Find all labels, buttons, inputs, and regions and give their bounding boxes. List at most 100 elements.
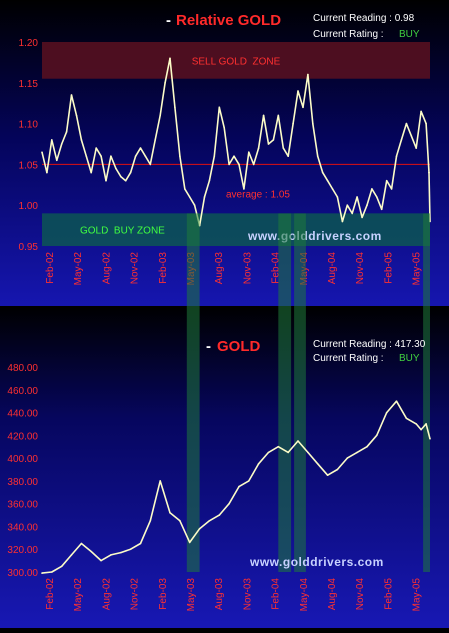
relative-gold-point [51,139,53,141]
gold-y-tick-label: 320.00 [7,545,38,556]
relative-gold-point [277,114,280,117]
gold-y-tick-label: 480.00 [7,363,38,374]
relative-gold-point [307,73,309,76]
gold-current-reading: Current Reading : 417.30 [313,339,426,350]
relative-gold-plot: 1.20 1.15 1.10 1.05 1.00 0.95 Feb-02 May-02 Aug… [19,38,431,285]
relative-gold-point [420,110,422,113]
gold-price-point [429,438,431,440]
gold-x-tick-label: Feb-03 [158,578,169,610]
gold-price-point [228,502,230,505]
gold-x-tick-label: Aug-02 [101,578,112,611]
gold-x-tick-label: Aug-03 [214,578,225,611]
relative-gold-point [90,171,92,174]
relative-gold-point [390,188,393,190]
relative-gold-point [208,179,211,182]
gold-x-tick-label: Nov-04 [355,578,366,611]
gold-x-tick-label: Feb-05 [383,578,394,610]
relative-gold-point [356,196,358,198]
relative-gold-point [380,208,383,211]
gold-price-point [267,451,270,454]
buy-signal-band [278,213,292,572]
relative-gold-point [85,155,88,157]
relative-gold-point [188,196,191,198]
relative-gold-point [376,196,378,198]
gold-price-point [110,554,112,556]
buy-zone-label: GOLD BUY ZONE [80,226,165,237]
gold-price-point [385,411,388,414]
relative-gold-point [312,122,314,125]
relative-y-tick-label: 1.10 [19,120,39,131]
relative-y-tick-label: 0.95 [19,242,39,253]
relative-current-rating-value: BUY [399,29,420,40]
gold-price-point [120,551,122,554]
gold-price-point [100,559,102,562]
gold-x-tick-label: May-02 [73,578,84,612]
gold-price-point [208,520,211,522]
gold-price-point [287,451,290,454]
gold-y-axis: 480.00 460.00 440.00 420.00 400.00 380.00 360.… [7,363,38,579]
gold-price-point [356,451,358,454]
gold-y-tick-label: 440.00 [7,409,38,420]
relative-gold-point [425,122,427,125]
relative-gold-point [129,171,132,174]
relative-gold-point [134,155,137,157]
relative-gold-point [228,163,230,166]
buy-signal-band [294,213,306,572]
gold-x-tick-label: May-04 [299,578,310,612]
relative-gold-point [346,204,349,206]
gold-x-tick-label: May-03 [186,578,197,612]
bottom-panel-background [0,306,449,628]
average-label: average : 1.05 [226,189,290,200]
gold-price-point [346,457,349,459]
relative-gold-point [410,135,413,137]
relative-gold-point [95,147,97,149]
relative-gold-point [331,188,334,190]
gold-title-prefix: - [206,338,215,355]
relative-gold-point [213,155,216,157]
gold-x-tick-label: Nov-03 [242,578,253,611]
gold-price-point [159,480,161,482]
gold-price-point [41,572,43,574]
relative-gold-title: Relative GOLD [176,12,281,29]
relative-gold-point [257,147,260,149]
gold-x-tick-label: Feb-02 [45,578,56,610]
relative-y-tick-label: 1.05 [19,160,39,171]
gold-price-point [420,428,422,431]
relative-gold-point [233,155,235,157]
relative-watermark: www.golddrivers.com [247,229,382,243]
gold-price-point [277,445,280,448]
gold-price-point [336,468,339,471]
relative-gold-point [395,155,398,157]
gold-price-point [179,520,181,522]
gold-y-tick-label: 340.00 [7,522,38,533]
gold-y-tick-label: 300.00 [7,568,38,579]
relative-gold-series-line [428,172,431,222]
relative-gold-point [252,163,255,166]
sell-zone-band [42,42,430,79]
relative-gold-point [366,204,368,206]
relative-gold-point [316,155,319,157]
gold-price-point [297,440,299,442]
relative-x-tick-label: Feb-03 [158,252,169,284]
relative-gold-point [415,147,418,149]
buy-zone-band [42,213,430,246]
gold-price-point [218,514,221,516]
relative-gold-point [203,196,206,198]
relative-gold-point [184,188,186,190]
relative-x-tick-label: Aug-03 [214,252,225,285]
relative-gold-point [139,147,142,149]
relative-gold-point [144,155,147,157]
relative-gold-point [169,57,171,60]
relative-gold-point [248,151,250,153]
relative-x-tick-label: Aug-02 [101,252,112,285]
gold-price-point [366,445,368,448]
relative-gold-point [385,179,388,182]
relative-gold-point [179,155,181,157]
relative-gold-point [267,143,270,145]
gold-x-tick-label: Nov-02 [130,578,141,611]
gold-price-point [257,463,260,465]
gold-y-tick-label: 380.00 [7,477,38,488]
relative-x-tick-label: May-05 [412,252,423,286]
gold-watermark: www.golddrivers.com [249,555,384,569]
